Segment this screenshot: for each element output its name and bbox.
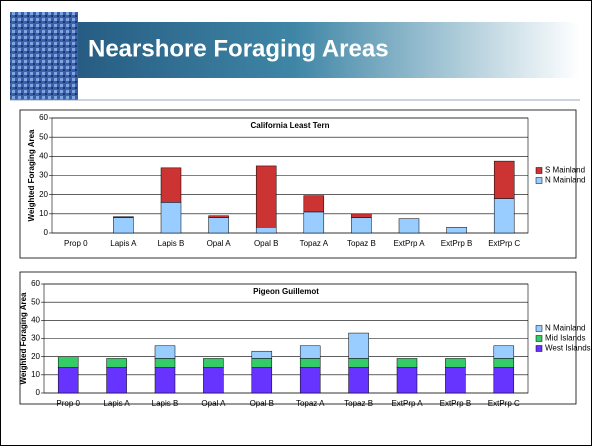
bar-segment: [208, 215, 229, 218]
x-tick-label: Opal A: [201, 399, 226, 408]
y-tick-label: 0: [36, 388, 41, 397]
bar-segment: [445, 367, 466, 394]
x-tick-label: Topaz A: [300, 239, 329, 248]
bar-segment: [348, 367, 369, 394]
bar-segment: [154, 345, 176, 359]
y-tick-label: 30: [31, 334, 40, 343]
legend-swatch: [535, 335, 543, 342]
bar-segment: [251, 367, 273, 394]
y-tick-label: 20: [39, 190, 48, 199]
bar-segment: [396, 358, 418, 368]
bar-segment: [493, 358, 515, 368]
bar-segment: [348, 332, 369, 359]
bar-segment: [299, 345, 321, 359]
y-tick-label: 40: [31, 315, 40, 324]
bar-segment: [446, 227, 467, 234]
legend-label: N Mainland: [545, 176, 585, 185]
bar-segment: [203, 358, 224, 368]
bar-segment: [398, 218, 420, 234]
bar-segment: [154, 367, 176, 394]
title-band: [10, 22, 580, 78]
chart-frame: [19, 271, 577, 405]
y-tick-label: 10: [31, 370, 40, 379]
y-axis-label: Weighted Foraging Area: [27, 129, 36, 222]
y-axis-label: Weighted Foraging Area: [19, 292, 28, 385]
plot-area: [43, 283, 529, 394]
chart-title: Pigeon Guillemot: [253, 287, 319, 296]
bar-segment: [203, 367, 224, 394]
y-tick-label: 10: [39, 209, 48, 218]
y-tick-label: 60: [31, 279, 40, 288]
y-tick-label: 0: [44, 228, 49, 237]
bar-segment: [57, 367, 79, 394]
bar-segment: [493, 345, 515, 359]
legend-label: West Islands: [545, 344, 591, 353]
bar-segment: [493, 367, 515, 394]
x-tick-label: Opal B: [250, 399, 274, 408]
legend-swatch: [535, 167, 543, 174]
bar-segment: [251, 358, 273, 368]
legend-swatch: [535, 177, 543, 184]
x-tick-label: Prop 0: [56, 399, 80, 408]
bar-segment: [493, 160, 515, 199]
bar-segment: [351, 217, 372, 234]
y-tick-label: 20: [31, 352, 40, 361]
y-tick-label: 50: [31, 297, 40, 306]
bar-segment: [113, 216, 134, 218]
x-tick-label: Lapis B: [158, 239, 185, 248]
x-tick-label: Topaz B: [347, 239, 376, 248]
bar-segment: [57, 356, 79, 368]
bar-segment: [113, 217, 134, 234]
bar-segment: [154, 358, 176, 368]
title-image: [10, 12, 78, 100]
x-tick-label: Opal A: [207, 239, 232, 248]
x-tick-label: Lapis B: [152, 399, 179, 408]
legend-swatch: [535, 325, 543, 332]
bar-segment: [303, 211, 325, 234]
y-tick-label: 60: [39, 113, 48, 122]
y-tick-label: 50: [39, 132, 48, 141]
x-tick-label: Topaz B: [344, 399, 373, 408]
x-tick-label: Opal B: [254, 239, 278, 248]
bar-segment: [160, 167, 182, 203]
bar-segment: [255, 227, 277, 234]
x-tick-label: ExtPrp C: [488, 239, 520, 248]
slide-title: Nearshore Foraging Areas: [88, 35, 389, 62]
bar-segment: [208, 217, 229, 234]
legend-label: S Mainland: [545, 166, 585, 175]
bar-segment: [106, 367, 127, 394]
legend-label: Mid Islands: [545, 334, 585, 343]
y-tick-label: 40: [39, 151, 48, 160]
x-tick-label: ExtPrp B: [440, 399, 472, 408]
x-tick-label: Lapis A: [103, 399, 130, 408]
bar-segment: [445, 358, 466, 368]
x-tick-label: ExtPrp A: [391, 399, 423, 408]
bar-segment: [299, 367, 321, 394]
chart-title: California Least Tern: [251, 121, 330, 130]
bar-segment: [348, 358, 369, 368]
bar-segment: [251, 350, 273, 359]
x-tick-label: ExtPrp B: [441, 239, 473, 248]
x-tick-label: Lapis A: [110, 239, 137, 248]
chart-frame: [19, 109, 577, 259]
plot-area: [51, 117, 529, 234]
x-tick-label: Prop 0: [64, 239, 88, 248]
legend-label: N Mainland: [545, 324, 585, 333]
legend-swatch: [535, 345, 543, 352]
bar-segment: [493, 198, 515, 234]
bar-segment: [299, 358, 321, 368]
bar-segment: [396, 367, 418, 394]
bar-segment: [303, 195, 325, 213]
y-tick-label: 30: [39, 171, 48, 180]
bar-segment: [255, 165, 277, 228]
x-tick-label: Topaz A: [296, 399, 325, 408]
bar-segment: [160, 202, 182, 234]
bar-segment: [351, 213, 372, 218]
bar-segment: [106, 358, 127, 368]
x-tick-label: ExtPrp C: [488, 399, 520, 408]
x-tick-label: ExtPrp A: [393, 239, 425, 248]
